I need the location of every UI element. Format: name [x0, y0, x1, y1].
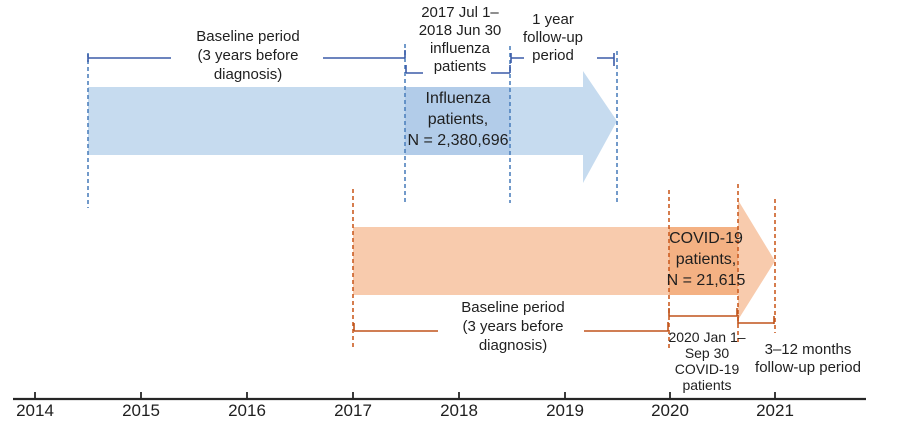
covid-brackets: [353, 308, 775, 332]
influenza-arrow-group: [88, 71, 617, 183]
influenza-arrow-label: Influenza patients, N = 2,380,696: [407, 90, 509, 149]
axis-year-label-2016: 2016: [228, 401, 266, 420]
timeline-axis: [13, 392, 866, 401]
covid-period-highlight: [669, 227, 738, 295]
axis-year-label-2019: 2019: [546, 401, 584, 420]
axis-year-label-2018: 2018: [440, 401, 478, 420]
influenza-brackets: [87, 50, 615, 74]
influenza-baseline-bracket: [87, 50, 406, 62]
influenza-baseline-label: Baseline period (3 years before diagnosi…: [196, 28, 300, 83]
covid-period-bracket: [668, 308, 738, 317]
axis-year-label-2017: 2017: [334, 401, 372, 420]
covid-arrow-label: COVID-19 patients, N = 21,615: [666, 230, 746, 289]
influenza-period-label: 2017 Jul 1– 2018 Jun 30 influenza patien…: [418, 4, 502, 75]
covid-baseline-bracket: [353, 322, 669, 332]
axis-year-label-2020: 2020: [651, 401, 689, 420]
axis-year-label-2014: 2014: [16, 401, 54, 420]
covid-dashed-lines: [352, 184, 776, 350]
covid-followup-label: 3–12 months follow-up period: [755, 341, 861, 376]
covid-baseline-label: Baseline period (3 years before diagnosi…: [461, 299, 565, 354]
influenza-period-bracket: [405, 65, 511, 74]
covid-followup-bracket: [737, 315, 775, 324]
axis-year-label-2021: 2021: [756, 401, 794, 420]
axis-ticks: [34, 392, 776, 398]
covid-period-label: 2020 Jan 1– Sep 30 COVID-19 patients: [668, 329, 746, 393]
influenza-followup-bracket: [510, 53, 615, 66]
influenza-followup-label: 1 year follow-up period: [522, 11, 584, 64]
influenza-dashed-lines: [87, 44, 618, 208]
axis-year-label-2015: 2015: [122, 401, 160, 420]
influenza-period-highlight: [405, 87, 510, 155]
